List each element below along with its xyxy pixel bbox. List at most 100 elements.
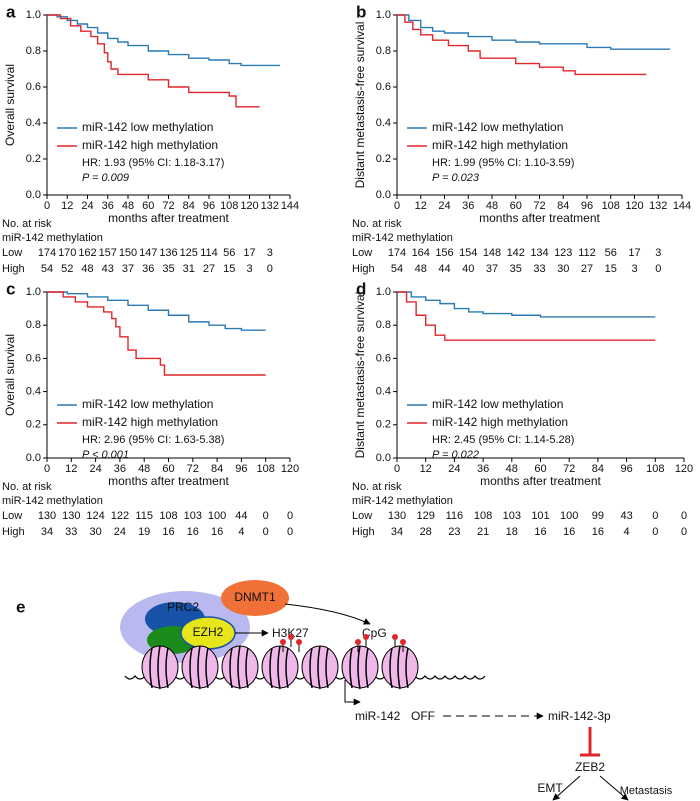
risk-count: 103 xyxy=(503,510,521,522)
risk-count: 122 xyxy=(111,510,129,522)
arrow xyxy=(552,775,581,801)
risk-count: 100 xyxy=(560,510,578,522)
x-tick-label: 132 xyxy=(261,200,279,212)
y-axis-label: Distant metastasis-free survival xyxy=(353,22,367,189)
risk-count: 134 xyxy=(530,247,548,259)
x-tick-label: 36 xyxy=(102,200,114,212)
risk-count: 100 xyxy=(208,510,226,522)
y-tick-label: 0.4 xyxy=(376,117,391,129)
risk-count: 130 xyxy=(388,510,406,522)
x-tick-label: 12 xyxy=(420,463,432,475)
risk-count: 21 xyxy=(477,526,489,538)
risk-count: 33 xyxy=(533,263,545,275)
risk-count: 125 xyxy=(180,247,198,259)
risk-count: 16 xyxy=(211,526,223,538)
risk-count: 136 xyxy=(159,247,177,259)
diagram: e PRC2 EZH2 DNMT1 H3K27 CpG miR-142 OFF … xyxy=(16,580,673,801)
dna-wrap xyxy=(229,645,249,690)
x-tick-label: 144 xyxy=(673,200,691,212)
x-tick-label: 120 xyxy=(240,200,258,212)
risk-count: 44 xyxy=(438,263,450,275)
arrow xyxy=(599,775,629,801)
dna-wrap xyxy=(389,645,409,690)
risk-row-name: Low xyxy=(352,510,372,522)
risk-row-name: High xyxy=(352,526,375,538)
y-tick-label: 0.0 xyxy=(376,189,391,201)
nucleosome xyxy=(181,645,219,689)
x-tick-label: 24 xyxy=(438,200,450,212)
emt-label: EMT xyxy=(537,781,563,795)
x-tick-label: 36 xyxy=(462,200,474,212)
risk-count: 56 xyxy=(605,247,617,259)
p-value: P = 0.009 xyxy=(82,172,129,184)
x-tick-label: 72 xyxy=(533,200,545,212)
y-axis-label: Distant metastasis-free survival xyxy=(353,292,367,459)
risk-count: 17 xyxy=(628,247,640,259)
risk-row-name: Low xyxy=(2,510,22,522)
y-tick-label: 1.0 xyxy=(376,9,391,21)
methyl-mark xyxy=(363,634,369,640)
y-tick-label: 0.4 xyxy=(376,386,391,398)
x-tick-label: 144 xyxy=(281,200,299,212)
y-tick-label: 0.2 xyxy=(26,153,41,165)
x-tick-label: 60 xyxy=(534,463,546,475)
risk-count: 124 xyxy=(86,510,104,522)
panel-label: c xyxy=(6,279,15,298)
risk-title: No. at risk xyxy=(352,218,402,230)
risk-count: 162 xyxy=(78,247,96,259)
risk-count: 15 xyxy=(605,263,617,275)
risk-count: 40 xyxy=(462,263,474,275)
risk-count: 99 xyxy=(592,510,604,522)
hazard-ratio: HR: 2.96 (95% CI: 1.63-5.38) xyxy=(82,434,224,446)
risk-count: 0 xyxy=(655,263,661,275)
x-tick-label: 84 xyxy=(557,200,569,212)
y-tick-label: 0.2 xyxy=(26,419,41,431)
risk-count: 103 xyxy=(184,510,202,522)
dna-wrap xyxy=(189,645,209,690)
x-tick-label: 108 xyxy=(646,463,664,475)
x-tick-label: 12 xyxy=(415,200,427,212)
x-axis-label: months after treatment xyxy=(480,474,601,488)
risk-count: 101 xyxy=(531,510,549,522)
y-tick-label: 0.8 xyxy=(376,319,391,331)
panel-label: a xyxy=(6,2,16,21)
risk-count: 0 xyxy=(287,526,293,538)
methyl-mark xyxy=(280,639,286,645)
y-tick-label: 1.0 xyxy=(26,286,41,298)
legend-label: miR-142 high methylation xyxy=(82,138,218,152)
hazard-ratio: HR: 1.99 (95% CI: 1.10-3.59) xyxy=(432,157,574,169)
y-tick-label: 0.8 xyxy=(376,45,391,57)
x-tick-label: 84 xyxy=(592,463,604,475)
x-tick-label: 96 xyxy=(581,200,593,212)
x-tick-label: 48 xyxy=(506,463,518,475)
risk-count: 3 xyxy=(655,247,661,259)
risk-subtitle: miR-142 methylation xyxy=(2,232,103,244)
risk-count: 130 xyxy=(38,510,56,522)
nucleosome xyxy=(381,645,419,689)
risk-count: 54 xyxy=(391,263,403,275)
nucleosome xyxy=(301,645,339,689)
zeb2-label: ZEB2 xyxy=(575,760,605,774)
risk-count: 3 xyxy=(631,263,637,275)
risk-count: 34 xyxy=(391,526,403,538)
risk-count: 16 xyxy=(534,526,546,538)
km-panel: a0.00.20.40.60.81.00 12 24 36 48 60 72 84 96 108 1… xyxy=(2,2,299,274)
risk-count: 4 xyxy=(238,526,244,538)
x-tick-label: 72 xyxy=(563,463,575,475)
risk-count: 34 xyxy=(41,526,53,538)
y-tick-label: 0.0 xyxy=(26,452,41,464)
risk-count: 0 xyxy=(681,510,687,522)
risk-row-name: High xyxy=(2,263,25,275)
y-tick-label: 0.4 xyxy=(26,386,41,398)
risk-count: 35 xyxy=(510,263,522,275)
risk-count: 157 xyxy=(99,247,117,259)
x-tick-label: 48 xyxy=(486,200,498,212)
risk-count: 28 xyxy=(420,526,432,538)
legend-label: miR-142 low methylation xyxy=(432,397,563,411)
risk-count: 48 xyxy=(415,263,427,275)
nucleosome xyxy=(341,645,379,689)
mir142-3p-label: miR-142-3p xyxy=(548,709,611,723)
risk-count: 17 xyxy=(243,247,255,259)
dnmt1-label: DNMT1 xyxy=(234,590,276,604)
risk-count: 0 xyxy=(267,263,273,275)
